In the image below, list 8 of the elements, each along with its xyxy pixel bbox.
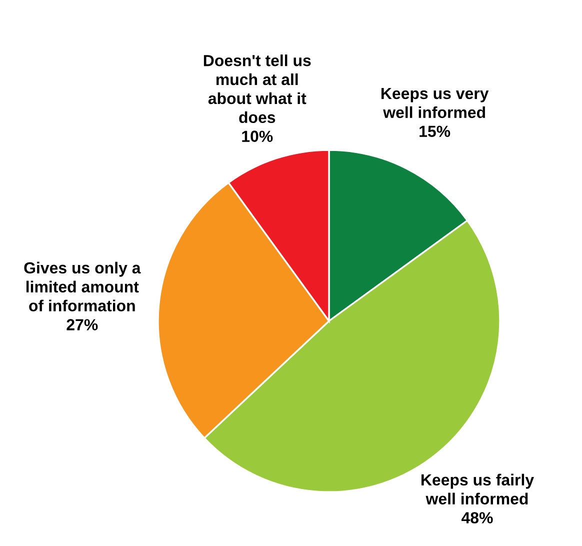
data-label: 15%: [420, 126, 450, 138]
slice-label: Gives us only a limited amount of information: [24, 262, 141, 312]
data-label: 48%: [462, 512, 493, 524]
slice-label: Doesn't tell us much at all about what it does: [204, 54, 311, 124]
slice-label: Keeps us fairly well informed: [421, 474, 534, 504]
data-label: 10%: [242, 130, 273, 142]
slice-label: Keeps us very well informed: [381, 88, 489, 118]
data-label: 27%: [66, 319, 98, 330]
